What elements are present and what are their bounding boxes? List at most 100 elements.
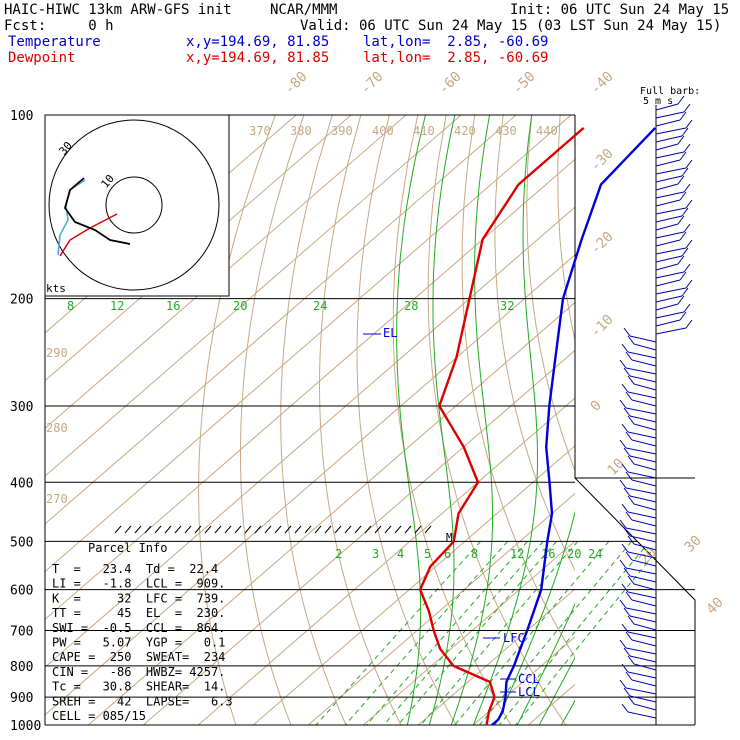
wind-barb <box>621 623 657 639</box>
dewpoint-location: x,y=194.69, 81.85 lat,lon= 2.85, -60.69 <box>186 50 549 66</box>
isotherm-line <box>45 115 407 430</box>
mixing-ratio-line <box>315 541 481 725</box>
wind-barb <box>623 687 657 703</box>
wind-barb <box>627 615 657 631</box>
hodograph-frame <box>44 114 230 297</box>
freezing-level-hatch <box>384 525 392 534</box>
freezing-level-hatch <box>134 525 142 534</box>
wind-barb <box>655 127 689 143</box>
parcel-info-row: SREH = 42 LAPSE= 6.3 <box>52 694 233 708</box>
isotherm-label: -30 <box>588 146 617 175</box>
isotherm-label: -60 <box>436 69 465 98</box>
mixing-ratio-label: 12 <box>510 547 524 561</box>
isotherm-line <box>45 115 572 573</box>
dry-adiabat <box>239 115 305 725</box>
wind-barb <box>623 447 657 463</box>
pressure-label: 400 <box>10 476 33 491</box>
theta-label: 380 <box>290 124 312 138</box>
moist-adiabat-label: 20 <box>233 299 247 313</box>
wind-barb <box>655 95 685 111</box>
wind-barb <box>619 399 657 415</box>
temperature-profile <box>491 127 657 726</box>
wind-barb <box>625 511 657 527</box>
dry-adiabat <box>526 115 575 473</box>
parcel-info-table: T = 23.4 Td = 22.4LI = -1.8 LCL = 909.K … <box>52 562 233 723</box>
wind-barb <box>655 247 689 263</box>
dry-adiabat <box>356 115 457 725</box>
freezing-level-hatch <box>264 525 272 534</box>
wind-barb <box>655 103 691 119</box>
mixing-ratio-label: 8 <box>471 547 478 561</box>
wind-barb <box>623 407 657 423</box>
isotherm-label: -80 <box>282 69 311 98</box>
wind-barb <box>655 231 687 247</box>
wind-barb <box>619 679 657 695</box>
hodograph-trace-mid <box>59 213 118 257</box>
wind-barb <box>619 439 657 455</box>
wind-barb <box>627 695 657 711</box>
isotherm-label: 40 <box>704 595 727 618</box>
mixing-ratio-line <box>397 541 557 725</box>
parcel-info-row: CAPE = 250 SWEAT= 234 <box>52 650 225 664</box>
isotherm-line <box>87 301 575 725</box>
wind-barb <box>625 631 657 647</box>
isotherm-line <box>45 158 575 621</box>
freezing-level-hatch <box>304 525 312 534</box>
parcel-info-row: T = 23.4 Td = 22.4 <box>52 562 218 576</box>
wind-barb <box>655 183 691 199</box>
pressure-label: 700 <box>10 625 33 640</box>
freezing-level-hatch <box>164 525 172 534</box>
hodograph-ring-10 <box>105 176 163 234</box>
wind-barb <box>655 151 687 167</box>
wind-barb <box>623 327 657 343</box>
moist-adiabat-label: 32 <box>500 299 514 313</box>
dry-adiabat <box>703 115 740 725</box>
wind-barb <box>619 639 657 655</box>
freezing-level-hatch <box>414 525 422 534</box>
init-time: Init: 06 UTC Sun 24 May 15 <box>510 2 730 18</box>
theta-label: 420 <box>454 124 476 138</box>
pressure-label: 600 <box>10 584 33 599</box>
parcel-info-row: LI = -1.8 LCL = 909. <box>52 577 225 591</box>
wind-barb <box>621 423 657 439</box>
mixing-ratio-line <box>479 541 632 725</box>
freezing-level-hatch <box>194 525 202 534</box>
freezing-level-hatch <box>344 525 352 534</box>
isotherm-label: -50 <box>510 69 539 98</box>
freezing-level-hatch <box>154 525 162 534</box>
isotherm-line <box>583 115 740 725</box>
forecast-hour: Fcst: 0 h <box>4 18 114 34</box>
parcel-info-row: CIN = -86 HWBZ= 4257. <box>52 665 225 679</box>
theta-label: 270 <box>46 492 68 506</box>
freezing-level-hatch <box>244 525 252 534</box>
wind-barb <box>621 703 657 719</box>
wind-barb <box>655 271 687 287</box>
mixing-ratio-line <box>366 541 528 725</box>
freezing-level-hatch <box>324 525 332 534</box>
wind-barb <box>655 159 693 175</box>
dry-adiabat <box>588 115 740 725</box>
el-label: EL <box>383 326 397 340</box>
isotherm-line <box>45 115 462 477</box>
isotherm-line <box>638 115 740 725</box>
moist-adiabat-label: 28 <box>404 299 418 313</box>
wind-barb <box>621 343 657 359</box>
dry-adiabat <box>646 115 740 725</box>
wind-barb <box>625 551 657 567</box>
theta-label: 370 <box>249 124 271 138</box>
isotherm-line <box>307 492 575 725</box>
parcel-info-row: PW = 5.07 YGP = 0.1 <box>52 636 225 650</box>
mixing-ratio-label: 5 <box>424 547 431 561</box>
dry-adiabat <box>461 115 575 659</box>
theta-label: 280 <box>46 421 68 435</box>
theta-label: 290 <box>46 346 68 360</box>
wind-barb <box>623 647 657 663</box>
dry-adiabat <box>392 115 512 725</box>
freezing-level-hatch <box>214 525 222 534</box>
hodograph-trace-upper <box>64 177 131 245</box>
pressure-label: 300 <box>10 400 33 415</box>
wind-barb <box>619 519 657 535</box>
pressure-label: 1000 <box>10 719 41 734</box>
wind-barb <box>621 463 657 479</box>
